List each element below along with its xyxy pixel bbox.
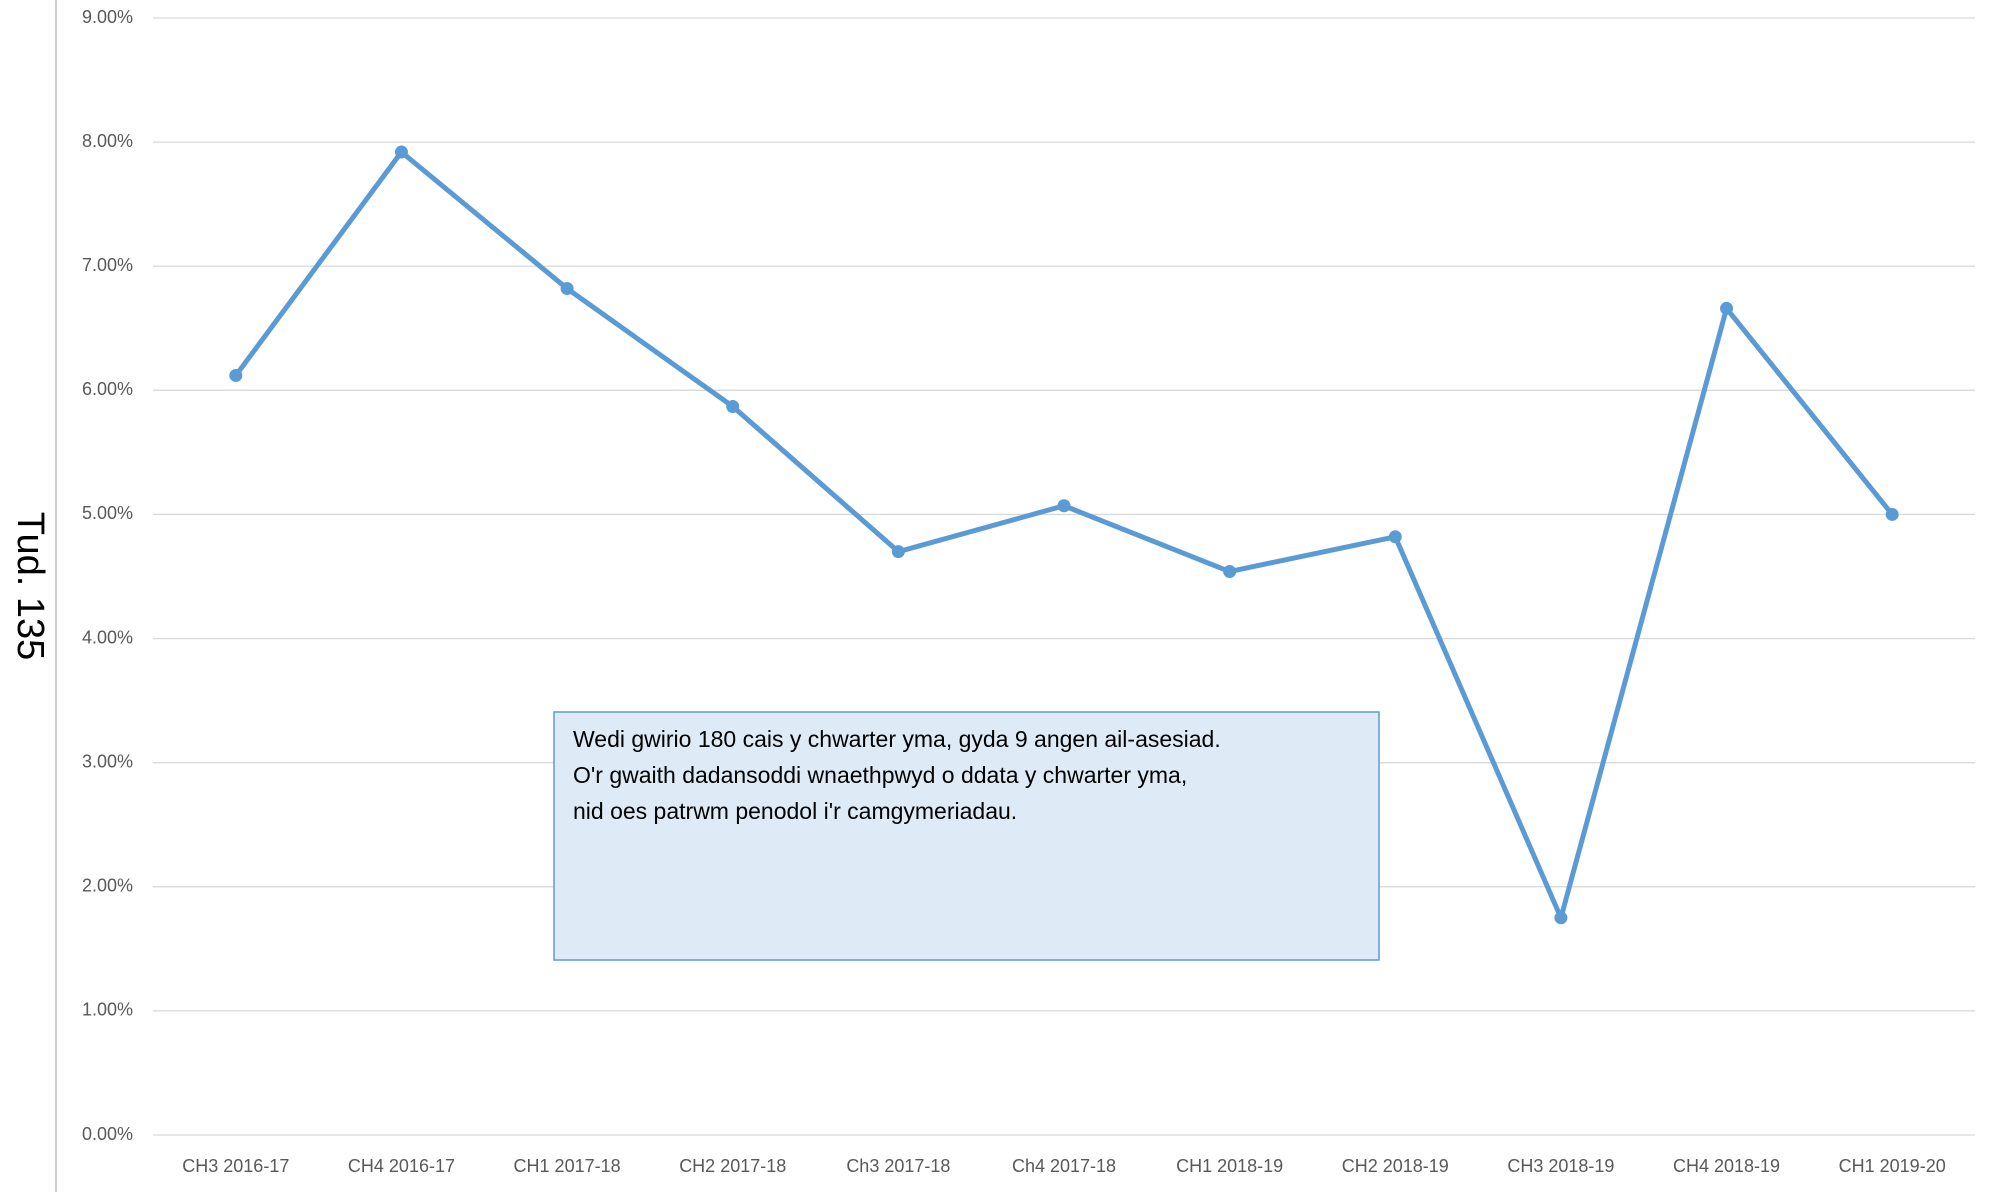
x-tick-label: CH2 2017-18	[679, 1156, 786, 1176]
y-tick-label: 1.00%	[82, 1000, 133, 1020]
annotation-text: nid oes patrwm penodol i'r camgymeriadau…	[573, 798, 1017, 824]
x-tick-label: CH1 2017-18	[514, 1156, 621, 1176]
x-tick-label: CH3 2018-19	[1507, 1156, 1614, 1176]
point	[1388, 530, 1402, 544]
point	[560, 282, 574, 296]
annotation-text: Wedi gwirio 180 cais y chwarter yma, gyd…	[573, 726, 1221, 752]
annotation-box	[553, 711, 1380, 961]
y-tick-label: 6.00%	[82, 379, 133, 399]
x-tick-label: CH1 2018-19	[1176, 1156, 1283, 1176]
x-tick-label: CH4 2016-17	[348, 1156, 455, 1176]
annotation-text: O'r gwaith dadansoddi wnaethpwyd o ddata…	[573, 762, 1187, 788]
page-label: Tud. 135	[9, 512, 51, 661]
x-tick-label: CH3 2016-17	[182, 1156, 289, 1176]
point	[1720, 301, 1734, 315]
y-tick-label: 2.00%	[82, 876, 133, 896]
y-tick-label: 4.00%	[82, 627, 133, 647]
y-tick-label: 5.00%	[82, 503, 133, 523]
point	[1057, 499, 1071, 513]
point	[726, 399, 740, 413]
point	[1223, 565, 1237, 579]
y-tick-label: 8.00%	[82, 131, 133, 151]
y-tick-label: 9.00%	[82, 7, 133, 27]
x-tick-label: CH2 2018-19	[1342, 1156, 1449, 1176]
point	[394, 145, 408, 159]
point	[1885, 507, 1899, 521]
x-tick-label: Ch3 2017-18	[846, 1156, 950, 1176]
x-tick-label: CH1 2019-20	[1839, 1156, 1946, 1176]
point	[229, 368, 243, 382]
y-tick-label: 0.00%	[82, 1124, 133, 1144]
point	[1554, 911, 1568, 925]
y-tick-label: 3.00%	[82, 751, 133, 771]
y-tick-label: 7.00%	[82, 255, 133, 275]
x-tick-label: CH4 2018-19	[1673, 1156, 1780, 1176]
x-tick-label: Ch4 2017-18	[1012, 1156, 1116, 1176]
point	[891, 545, 905, 559]
